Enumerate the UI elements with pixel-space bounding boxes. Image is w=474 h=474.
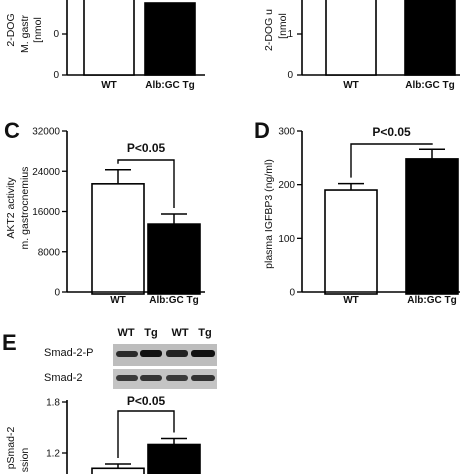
blot-strip-phospho [113, 344, 217, 366]
blot-row-label: Smad-2 [44, 372, 83, 384]
panel-d: D plasma IGFBP3 (ng/ml) 0 100 200 300 P<0.0… [254, 118, 460, 306]
blot-band [166, 375, 188, 381]
ytick-label: 200 [278, 180, 295, 191]
panel-a-bar-tg [144, 2, 196, 76]
ytick-label: 32000 [32, 127, 60, 138]
blot-strip-total [113, 369, 217, 389]
blot-lane-label: WT [117, 327, 134, 339]
ytick-label: 100 [278, 234, 295, 245]
panel-d-category-wt: WT [343, 295, 359, 306]
blot-band [191, 375, 215, 381]
blot-lane-label: Tg [144, 327, 157, 339]
bar-wt [91, 467, 145, 474]
ytick-label: 0 [289, 288, 295, 299]
ytick-label: 1.2 [46, 449, 60, 460]
panel-b-bar-tg [404, 0, 456, 76]
panel-d-category-tg: Alb:GC Tg [407, 295, 456, 306]
panel-c-category-tg: Alb:GC Tg [149, 295, 198, 306]
panel-e-letter: E [2, 330, 17, 355]
panel-d-bars [324, 148, 459, 295]
blot-band [140, 375, 162, 381]
blot-band [191, 350, 215, 357]
panel-a-ylabel-line-2: M. gastr [19, 15, 31, 53]
panel-e-ylabel-line-1: pSmad-2 [5, 427, 17, 470]
bar-alb-gc-tg [405, 158, 459, 295]
western-blot: WT Tg WT Tg Smad-2-P Smad-2 [44, 327, 217, 389]
panel-a: 2-DOG M. gastr [nmol 0 0 WT Alb:GC Tg [5, 0, 205, 91]
bar-wt [324, 189, 378, 295]
panel-c-significance-bracket [117, 159, 175, 209]
ytick-label: 0 [54, 288, 60, 299]
panel-a-ytick-label: 0 [53, 29, 59, 40]
panel-c-y-axis-group: 0 8000 16000 24000 32000 [32, 127, 68, 299]
blot-band [166, 350, 188, 357]
panel-c: C AKT2 activity m. gastrocnemius 0 8000 16… [4, 118, 205, 306]
panel-a-ylabel-line-3: [nmol [32, 17, 44, 43]
ytick-label: 16000 [32, 207, 60, 218]
panel-a-ylabel-line-1: 2-DOG [5, 13, 17, 46]
panel-a-category-tg: Alb:GC Tg [145, 80, 194, 91]
panel-b-bar-wt [325, 0, 377, 76]
panel-d-ylabel: plasma IGFBP3 (ng/ml) [263, 159, 275, 269]
bar-alb-gc-tg [147, 223, 201, 295]
panel-b-category-tg: Alb:GC Tg [405, 80, 454, 91]
blot-band [116, 351, 138, 357]
blot-row-label: Smad-2-P [44, 347, 94, 359]
panel-a-category-wt: WT [101, 80, 117, 91]
panel-c-bars [91, 168, 201, 295]
blot-lane-label: WT [171, 327, 188, 339]
panel-b-ylabel-line-1: 2-DOG u [263, 9, 275, 51]
panel-b: 2-DOG u [nmol 1 0 WT Alb:GC Tg [263, 0, 460, 91]
bar-tg [147, 443, 201, 474]
panel-b-ytick-label: 0 [287, 70, 293, 81]
ytick-label: 1.8 [46, 398, 60, 409]
panel-c-category-wt: WT [110, 295, 126, 306]
panel-b-ytick-label: 1 [287, 29, 293, 40]
panel-d-significance-label: P<0.05 [372, 125, 411, 139]
panel-d-letter: D [254, 118, 270, 143]
panel-b-ylabel-line-2: [nmol [277, 13, 289, 39]
panel-e-bars [91, 437, 201, 474]
panel-d-y-axis-group: 0 100 200 300 [278, 127, 303, 299]
panel-c-letter: C [4, 118, 20, 143]
panel-a-bar-wt [83, 0, 135, 76]
panel-e-significance-bracket [117, 410, 175, 459]
ytick-label: 8000 [38, 247, 61, 258]
blot-band [116, 375, 138, 381]
panel-b-category-wt: WT [343, 80, 359, 91]
blot-band [140, 350, 162, 357]
ytick-label: 300 [278, 127, 295, 138]
blot-lane-label: Tg [198, 327, 211, 339]
bar-wt [91, 183, 145, 295]
ytick-label: 24000 [32, 167, 60, 178]
panel-c-significance-label: P<0.05 [127, 141, 166, 155]
panel-a-ytick-label: 0 [53, 70, 59, 81]
panel-d-significance-bracket [350, 143, 433, 178]
panel-c-ylabel-line-1: AKT2 activity [5, 177, 17, 239]
panel-e-significance-label: P<0.05 [127, 394, 166, 408]
panel-e-ylabel-line-2: ssion [19, 448, 31, 473]
panel-e-y-axis-group: 1.2 1.8 [46, 398, 68, 474]
panel-c-ylabel-line-2: m. gastrocnemius [19, 167, 31, 250]
panel-e: E WT Tg WT Tg Smad-2-P Smad-2 pSmad-2 ss… [2, 327, 217, 474]
